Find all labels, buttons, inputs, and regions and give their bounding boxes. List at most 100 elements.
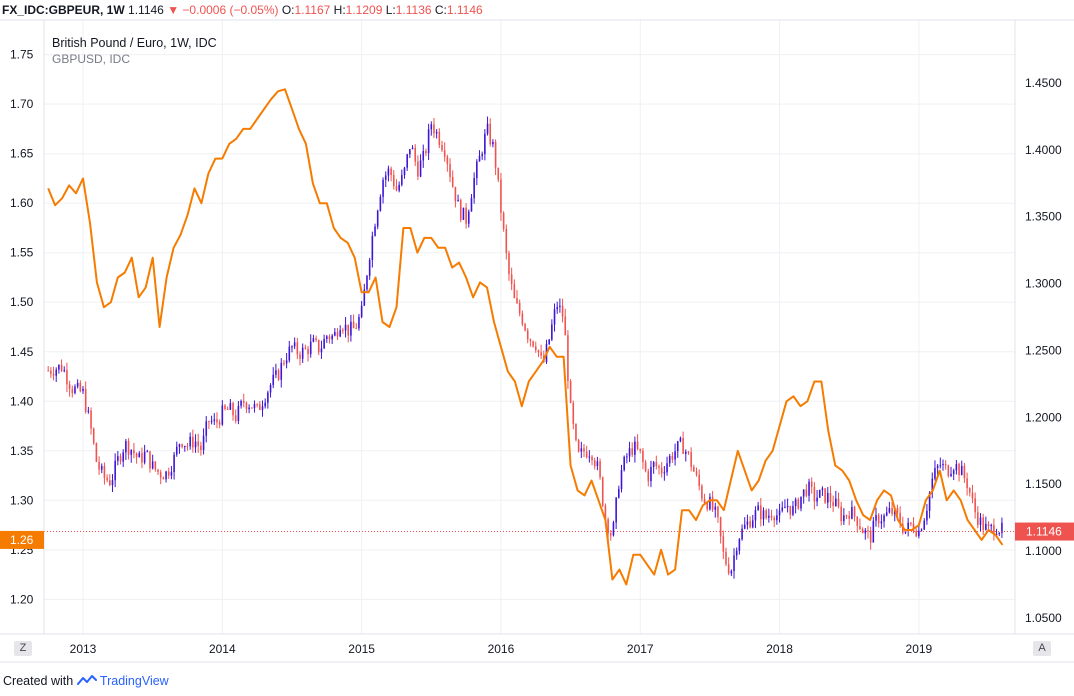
candle-body bbox=[623, 456, 625, 471]
compare-series-legend[interactable]: GBPUSD, IDC bbox=[52, 52, 131, 66]
candle-body bbox=[379, 196, 382, 211]
time-tick-label: 2015 bbox=[348, 642, 375, 656]
candle-body bbox=[248, 407, 250, 410]
candle-body bbox=[939, 465, 942, 467]
gbpusd-price-badge-label: 1.26 bbox=[10, 533, 34, 547]
time-tick-label: 2018 bbox=[766, 642, 793, 656]
candle-body bbox=[1001, 522, 1003, 534]
candle-body bbox=[751, 520, 754, 528]
candle-body bbox=[272, 374, 275, 386]
candle-body bbox=[143, 451, 146, 463]
candle-body bbox=[368, 259, 371, 276]
candle-body bbox=[631, 448, 634, 455]
candle-body bbox=[985, 523, 987, 530]
candle-body bbox=[529, 339, 532, 342]
candle-body bbox=[607, 519, 609, 534]
candle-body bbox=[84, 388, 87, 412]
candle-body bbox=[66, 370, 68, 385]
candle-body bbox=[526, 330, 529, 340]
candle-body bbox=[216, 419, 218, 423]
candle-body bbox=[360, 305, 363, 318]
candle-body bbox=[741, 528, 743, 540]
candle-body bbox=[304, 347, 307, 349]
candle-body bbox=[920, 529, 923, 531]
right-tick-label: 1.2000 bbox=[1025, 410, 1062, 424]
candle-body bbox=[261, 406, 264, 410]
candle-body bbox=[433, 124, 435, 134]
candle-body bbox=[208, 421, 210, 423]
candle-body bbox=[218, 422, 221, 425]
candle-body bbox=[409, 149, 411, 155]
gbpusd-price-badge bbox=[0, 530, 44, 549]
candle-body bbox=[601, 477, 604, 506]
candle-body bbox=[363, 289, 366, 306]
candle-body bbox=[684, 451, 687, 454]
candle-body bbox=[269, 385, 272, 393]
candle-body bbox=[936, 465, 939, 469]
candle-body bbox=[508, 252, 510, 275]
candle-body bbox=[358, 317, 360, 329]
candle-body bbox=[749, 521, 751, 528]
candle-body bbox=[856, 516, 859, 527]
candle-body bbox=[232, 403, 234, 416]
candle-body bbox=[644, 462, 647, 472]
candle-body bbox=[551, 324, 553, 340]
candle-body bbox=[655, 462, 658, 467]
candle-body bbox=[727, 564, 730, 574]
candle-body bbox=[746, 521, 749, 525]
candle-body bbox=[259, 404, 261, 410]
candle-body bbox=[293, 342, 296, 347]
candle-body bbox=[762, 510, 765, 520]
candle-body bbox=[280, 362, 283, 380]
candle-body bbox=[355, 328, 358, 330]
candle-body bbox=[390, 168, 392, 176]
candle-body bbox=[778, 510, 781, 516]
candle-body bbox=[117, 456, 119, 461]
candle-body bbox=[60, 364, 63, 371]
candle-body bbox=[719, 517, 722, 537]
candle-body bbox=[323, 339, 325, 349]
candle-body bbox=[738, 539, 741, 551]
candle-body bbox=[628, 448, 631, 457]
candle-body bbox=[564, 316, 567, 336]
candle-body bbox=[674, 451, 676, 460]
candle-body bbox=[818, 489, 821, 498]
brand-link[interactable]: TradingView bbox=[99, 674, 169, 688]
candle-body bbox=[960, 465, 963, 476]
candle-body bbox=[277, 370, 280, 380]
candle-body bbox=[596, 461, 599, 467]
candle-body bbox=[703, 498, 706, 504]
candle-body bbox=[497, 167, 500, 180]
main-series-legend[interactable]: British Pound / Euro, 1W, IDC bbox=[52, 36, 217, 50]
candle-body bbox=[968, 488, 971, 493]
candle-body bbox=[481, 154, 483, 156]
attribution: Created with TradingView bbox=[3, 674, 169, 688]
candle-body bbox=[234, 415, 237, 421]
candle-body bbox=[79, 382, 82, 392]
candle-body bbox=[430, 124, 433, 130]
candle-body bbox=[401, 175, 403, 185]
candle-body bbox=[465, 207, 467, 224]
candle-body bbox=[561, 305, 564, 317]
candle-body bbox=[826, 493, 829, 503]
candle-body bbox=[146, 451, 149, 453]
candle-body bbox=[502, 212, 505, 229]
candle-body bbox=[392, 175, 395, 187]
left-tick-label: 1.35 bbox=[10, 444, 34, 458]
candle-body bbox=[620, 470, 623, 490]
right-tick-label: 1.2500 bbox=[1025, 343, 1062, 357]
candle-body bbox=[802, 489, 805, 497]
candle-body bbox=[387, 168, 390, 176]
candle-body bbox=[977, 512, 979, 525]
candle-body bbox=[588, 456, 591, 458]
zoom-toggle-button[interactable]: Z bbox=[14, 641, 32, 656]
candle-body bbox=[200, 445, 202, 451]
candle-body bbox=[127, 441, 130, 455]
candle-body bbox=[221, 405, 224, 425]
auto-scale-button[interactable]: A bbox=[1033, 641, 1051, 656]
candle-body bbox=[285, 360, 288, 364]
left-tick-label: 1.60 bbox=[10, 196, 34, 210]
tradingview-logo-icon bbox=[76, 675, 97, 685]
candle-body bbox=[476, 161, 478, 179]
